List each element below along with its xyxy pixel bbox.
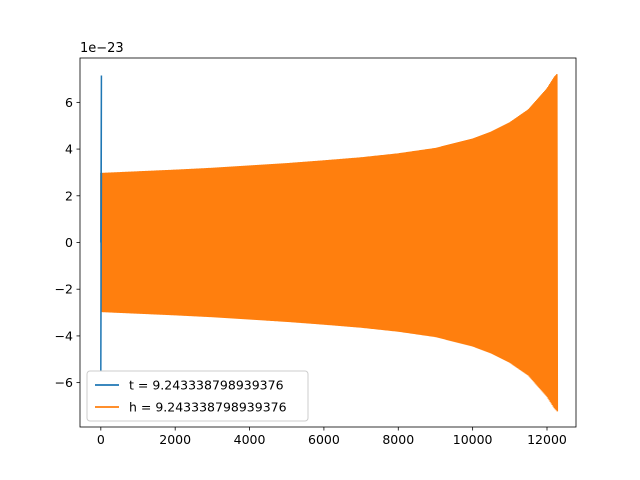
legend-box xyxy=(86,370,309,422)
series-h-line xyxy=(100,74,559,412)
y-tick-label: −6 xyxy=(55,375,73,390)
x-tick-label: 6000 xyxy=(308,432,340,447)
y-tick-label: 4 xyxy=(65,142,73,157)
series-t-line xyxy=(100,75,103,371)
x-tick-label: 8000 xyxy=(382,432,414,447)
y-tick-label: 0 xyxy=(65,235,73,250)
y-tick-label: 2 xyxy=(65,188,73,203)
y-tick-label: 6 xyxy=(65,95,73,110)
legend-label: t = 9.243338798939376 xyxy=(129,378,284,393)
x-tick-label: 4000 xyxy=(234,432,266,447)
x-tick-label: 12000 xyxy=(527,432,567,447)
y-tick-label: −2 xyxy=(55,282,73,297)
legend-label: h = 9.243338798939376 xyxy=(129,400,287,415)
y-tick-label: −4 xyxy=(55,328,73,343)
legend: t = 9.243338798939376 h = 9.2433387989393… xyxy=(86,370,309,422)
x-tick-label: 0 xyxy=(97,432,105,447)
y-axis: −6 −4 −2 0 2 4 6 xyxy=(55,95,80,390)
y-offset-label: 1e−23 xyxy=(80,41,124,56)
x-tick-label: 10000 xyxy=(453,432,493,447)
x-tick-label: 2000 xyxy=(159,432,191,447)
x-axis: 0 2000 4000 6000 8000 10000 12000 xyxy=(97,427,567,447)
